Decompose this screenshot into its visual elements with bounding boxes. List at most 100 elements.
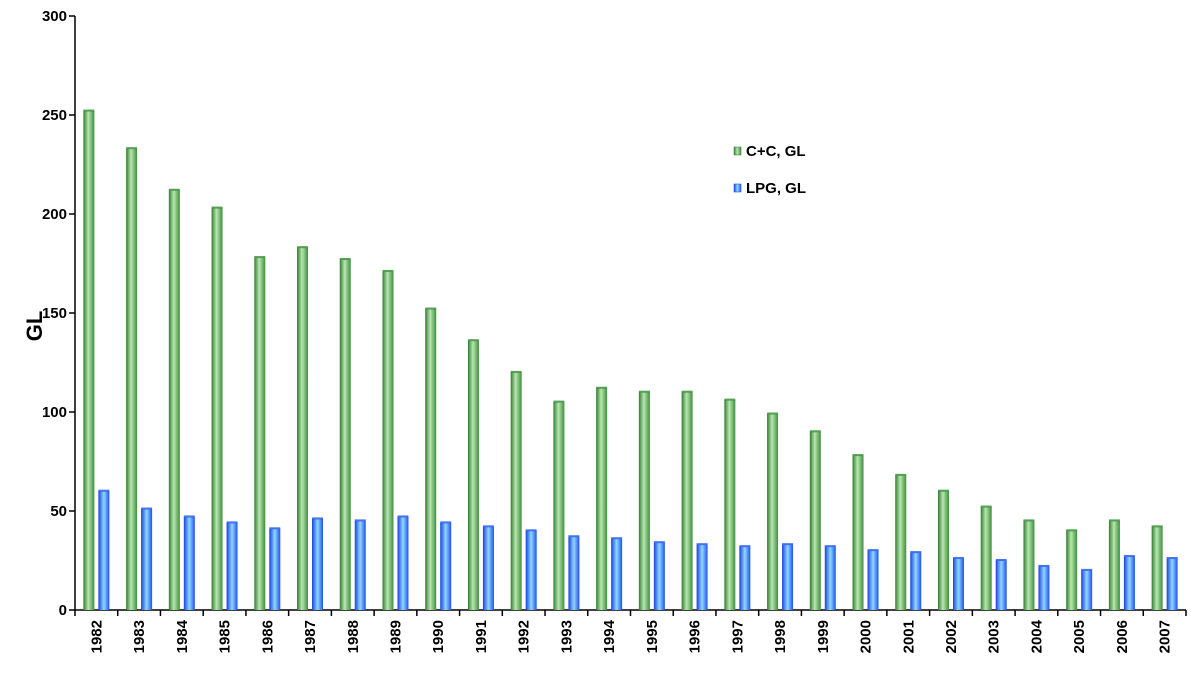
bar-cc [211, 208, 223, 610]
bar-cc-cap [339, 258, 351, 261]
bar-lpg-cap [98, 489, 110, 492]
bar-cc [937, 491, 949, 610]
bar-lpg [440, 522, 452, 610]
bar-lpg [952, 558, 964, 610]
bar-cc-cap [382, 269, 394, 272]
bar-cc-cap [168, 188, 180, 191]
x-tick-label: 1999 [815, 620, 832, 653]
bar-cc-cap [1108, 519, 1120, 522]
bar-lpg [482, 526, 494, 610]
bar-cc-cap [467, 339, 479, 342]
bar-lpg-cap [782, 543, 794, 546]
bar-cc [297, 247, 309, 610]
x-tick-label: 1988 [345, 620, 362, 653]
bars [83, 109, 1178, 611]
y-tick-label: 0 [59, 602, 67, 619]
bar-cc-cap [852, 454, 864, 457]
bar-cc [681, 392, 693, 610]
bar-lpg-cap [1166, 557, 1178, 560]
legend-label: LPG, GL [746, 180, 806, 197]
x-tick-label: 1995 [644, 620, 661, 653]
bar-lpg-cap [397, 515, 409, 518]
y-tick-label: 100 [42, 404, 67, 421]
bar-lpg [1123, 556, 1135, 610]
bar-cc [767, 413, 779, 610]
x-tick-label: 1990 [430, 620, 447, 653]
bar-lpg [397, 516, 409, 610]
y-axis-label: GL [22, 311, 47, 342]
bar-cc-cap [510, 370, 522, 373]
bar-cc-cap [83, 109, 95, 112]
bar-lpg [354, 520, 366, 610]
bar-lpg [824, 546, 836, 610]
bar-lpg-cap [653, 541, 665, 544]
bar-lpg [1166, 558, 1178, 610]
bar-cc [339, 259, 351, 610]
bar-cc [1023, 520, 1035, 610]
bar-cc-cap [1151, 525, 1163, 528]
y-axis: 0 50 100 150 200 250 300 [42, 8, 76, 619]
bar-lpg-cap [995, 559, 1007, 561]
bar-cc [724, 400, 736, 610]
bar-lpg-cap [269, 527, 281, 530]
bar-lpg-cap [824, 545, 836, 548]
bar-cc [467, 340, 479, 610]
bar-lpg-cap [867, 549, 879, 552]
bar-lpg [739, 546, 751, 610]
bar-lpg-cap [568, 535, 580, 538]
x-tick-label: 1982 [88, 620, 105, 653]
x-tick-label: 1985 [217, 620, 234, 653]
x-tick-label: 2000 [858, 620, 875, 653]
legend-swatch [733, 183, 742, 193]
bar-lpg [269, 528, 281, 610]
bar-cc-cap [425, 307, 437, 310]
bar-cc [1151, 526, 1163, 610]
x-tick-label: 1993 [558, 620, 575, 653]
y-tick-label: 200 [42, 206, 67, 223]
x-tick-label: 1997 [729, 620, 746, 653]
bar-cc [809, 431, 821, 610]
bar-lpg-cap [611, 537, 623, 540]
bar-cc-cap [1023, 519, 1035, 522]
bar-cc-cap [638, 390, 650, 393]
bar-cc-cap [980, 505, 992, 508]
bar-lpg [910, 552, 922, 610]
y-tick-label: 50 [50, 503, 67, 520]
bar-lpg-cap [183, 515, 195, 518]
bar-lpg [696, 544, 708, 610]
bar-cc [510, 372, 522, 610]
y-tick-label: 150 [42, 305, 67, 322]
bar-cc-cap [553, 400, 565, 403]
bar-lpg [867, 550, 879, 610]
bar-lpg [226, 522, 238, 610]
bar-cc-cap [297, 246, 309, 249]
bar-cc [895, 475, 907, 610]
bar-lpg-cap [952, 557, 964, 560]
bar-lpg [1038, 566, 1050, 610]
x-axis: 1982 1983 1984 1985 1986 1987 1988 1989 1990 1991… [74, 609, 1187, 653]
bar-cc [852, 455, 864, 610]
x-tick-label: 1986 [259, 620, 276, 653]
bar-cc-cap [126, 147, 138, 150]
bar-lpg [568, 536, 580, 610]
bar-lpg-cap [440, 521, 452, 524]
y-tick-label: 300 [42, 8, 67, 25]
bar-cc-cap [724, 398, 736, 401]
bar-cc-cap [596, 386, 608, 389]
bar-lpg-cap [226, 521, 238, 524]
bar-cc [596, 388, 608, 610]
bar-lpg [525, 530, 537, 610]
bar-lpg [183, 516, 195, 610]
x-tick-label: 1991 [473, 620, 490, 653]
x-tick-label: 2003 [986, 620, 1003, 653]
bar-lpg-cap [739, 545, 751, 548]
x-tick-label: 2002 [943, 620, 960, 653]
x-tick-label: 2005 [1071, 620, 1088, 653]
x-tick-label: 2007 [1157, 620, 1174, 653]
x-tick-label: 1992 [516, 620, 533, 653]
x-tick-label: 1989 [387, 620, 404, 653]
bar-lpg-cap [482, 525, 494, 528]
bar-lpg [1081, 570, 1093, 610]
bar-lpg [98, 491, 110, 610]
